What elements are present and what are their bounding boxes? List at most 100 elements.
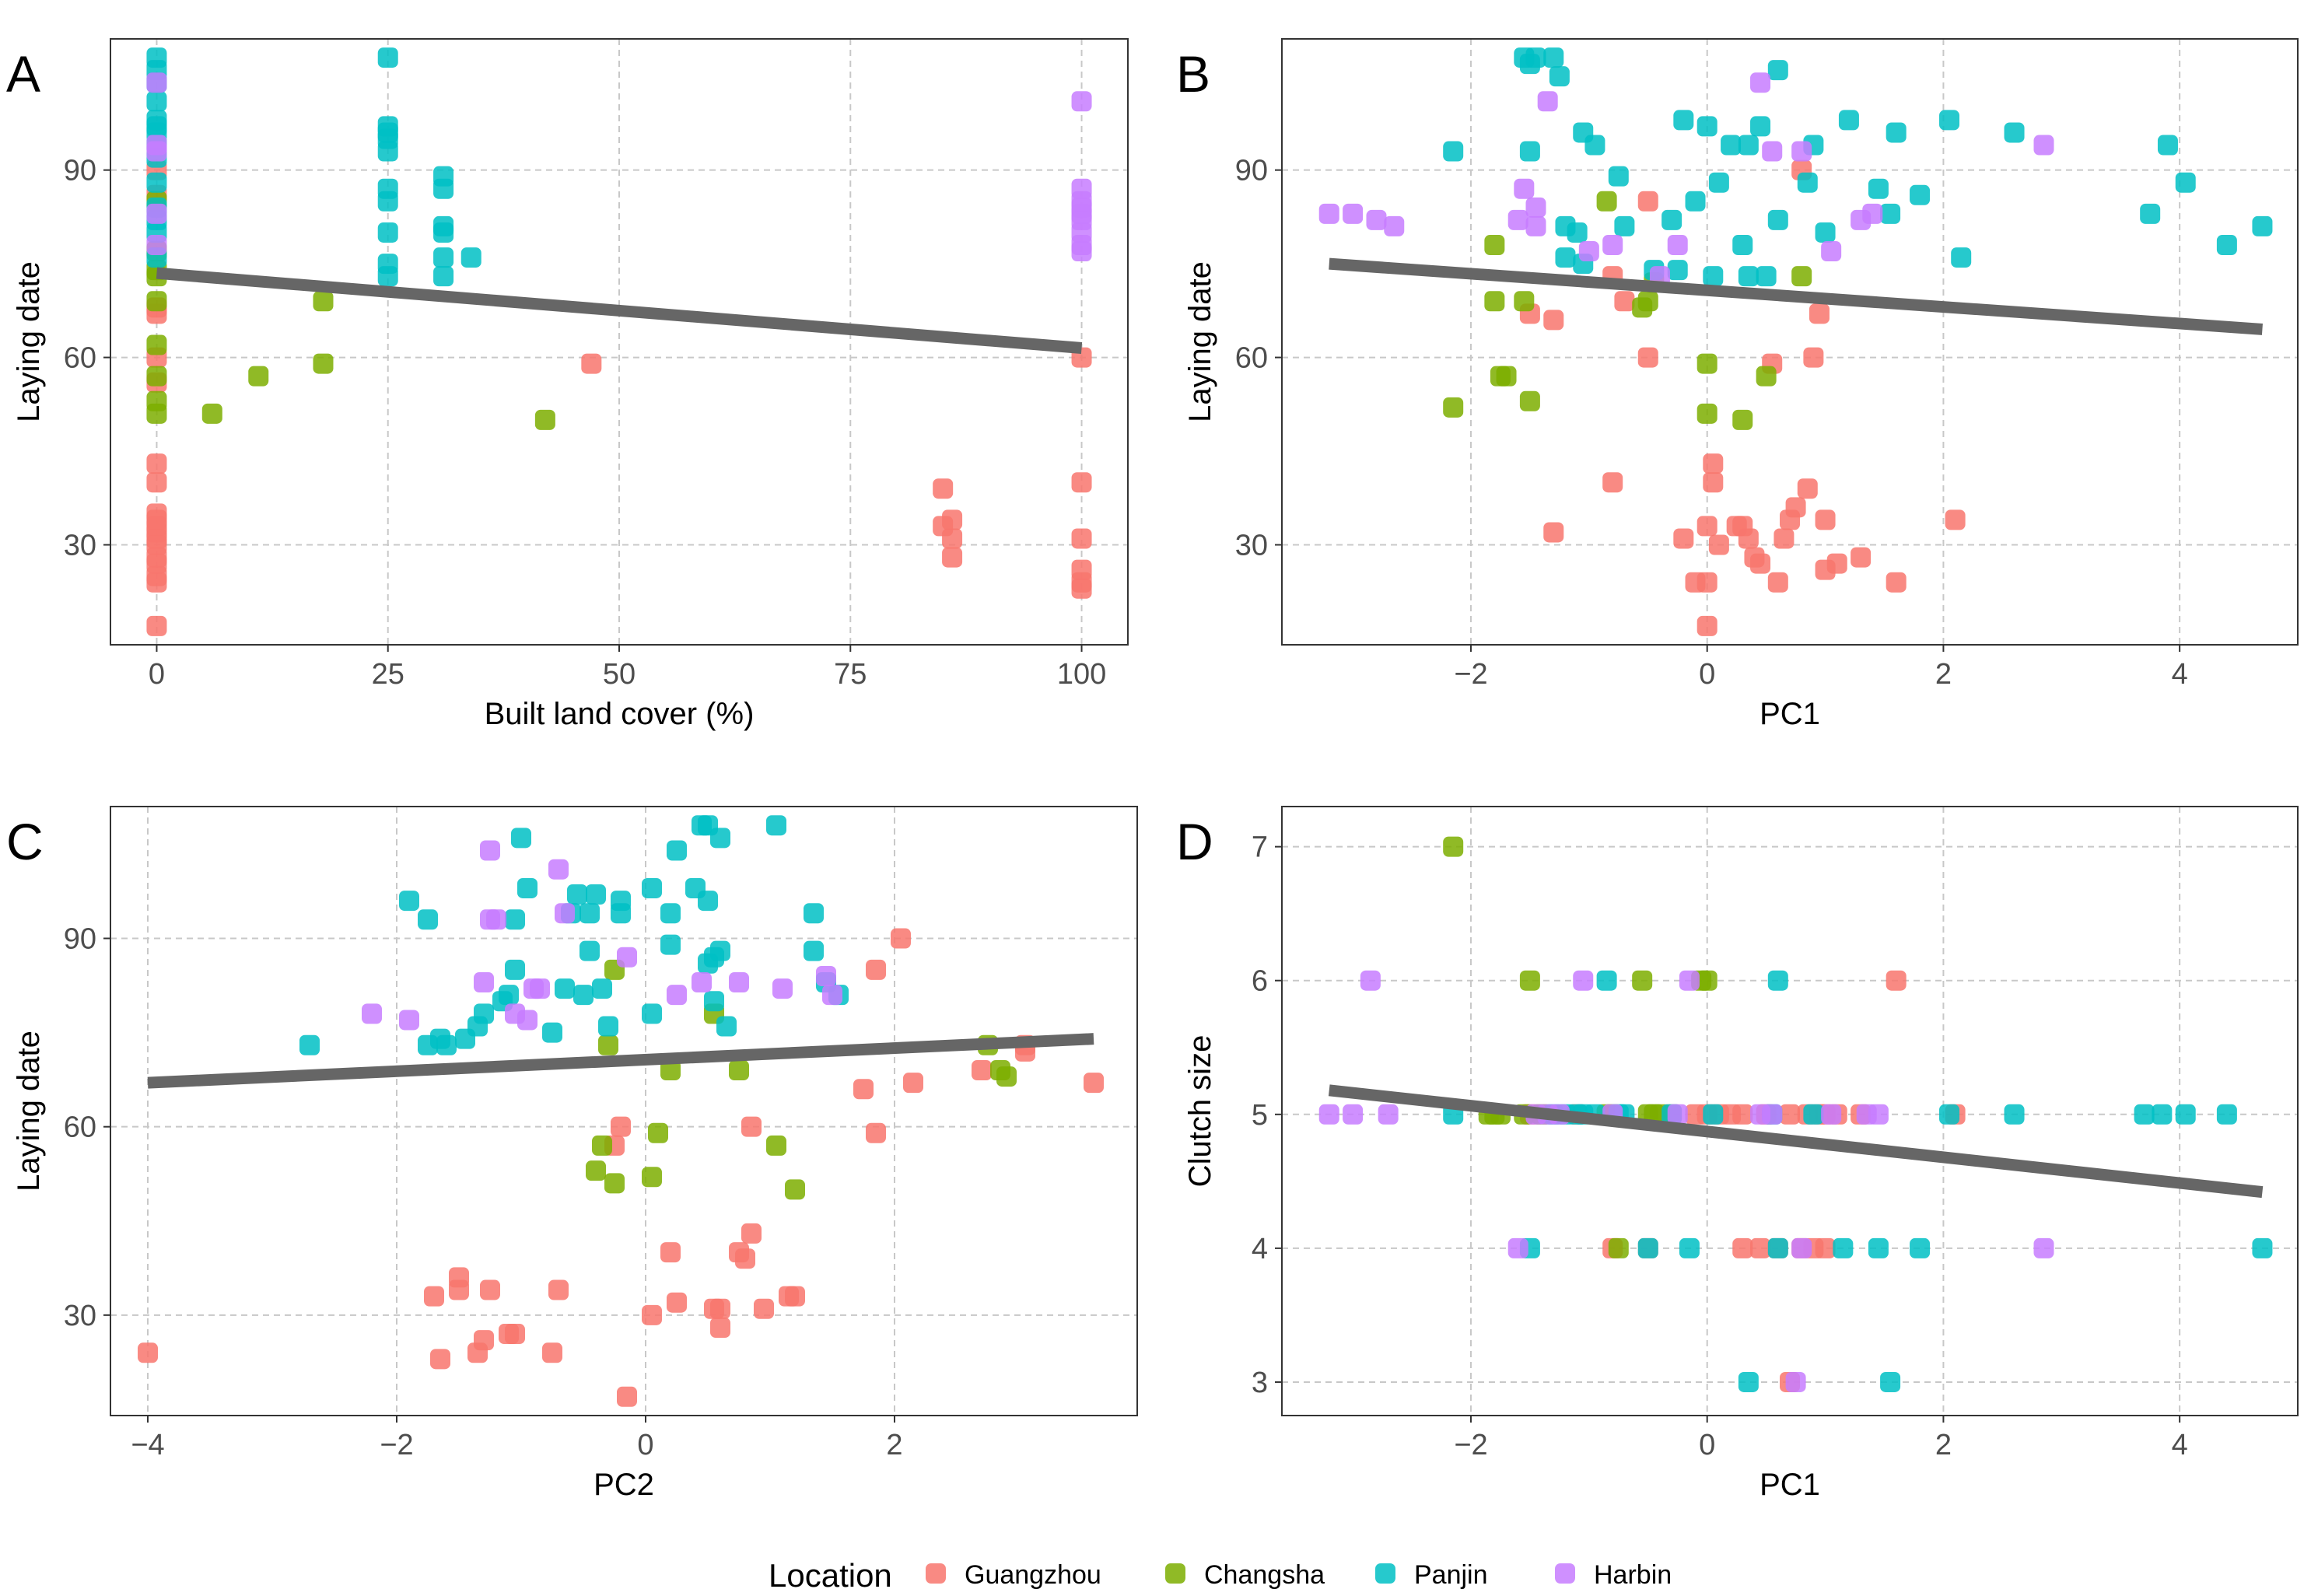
data-point-panjin xyxy=(1738,1371,1759,1392)
data-point-harbin xyxy=(1821,1104,1842,1125)
data-point-guangzhou xyxy=(1851,547,1872,568)
data-point-guangzhou xyxy=(1785,497,1806,518)
data-point-changsha xyxy=(248,366,269,387)
data-point-changsha xyxy=(1596,191,1617,212)
data-point-guangzhou xyxy=(1614,291,1635,312)
data-point-panjin xyxy=(474,1003,494,1024)
x-tick-label: 2 xyxy=(886,1429,902,1461)
panel-a: A 0 25 50 75 100 30 60 90 Built land cover (%) Lay… xyxy=(6,38,1129,731)
data-point-harbin xyxy=(1573,970,1594,991)
data-point-guangzhou xyxy=(710,1317,730,1338)
data-point-changsha xyxy=(146,334,167,355)
data-point-guangzhou xyxy=(735,1248,755,1269)
data-point-panjin xyxy=(377,116,398,137)
data-point-harbin xyxy=(530,978,550,999)
data-point-panjin xyxy=(1767,209,1788,230)
data-point-panjin xyxy=(580,903,600,924)
data-point-harbin xyxy=(729,972,749,993)
data-point-changsha xyxy=(1696,353,1717,374)
data-point-panjin xyxy=(2252,1237,2273,1258)
data-point-panjin xyxy=(1614,215,1635,236)
x-tick-label: −2 xyxy=(1454,1429,1487,1461)
y-tick-label: 60 xyxy=(1235,342,1268,375)
data-point-guangzhou xyxy=(642,1304,662,1325)
data-point-harbin xyxy=(1525,215,1546,236)
data-point-panjin xyxy=(710,828,730,849)
panel-letter: B xyxy=(1176,45,1210,103)
data-point-changsha xyxy=(598,1034,618,1055)
x-tick-label: 25 xyxy=(372,658,404,691)
y-tick-label: 30 xyxy=(64,530,96,562)
data-point-harbin xyxy=(1667,235,1688,256)
data-point-guangzhou xyxy=(542,1342,562,1363)
data-point-harbin xyxy=(1667,1104,1688,1125)
data-point-guangzhou xyxy=(581,353,602,374)
data-point-panjin xyxy=(1803,1104,1824,1125)
legend-key-guangzhou xyxy=(926,1563,946,1584)
data-point-panjin xyxy=(433,266,454,287)
x-axis-title: PC1 xyxy=(1760,697,1820,731)
data-point-guangzhou xyxy=(548,1279,569,1300)
y-tick-label: 6 xyxy=(1252,965,1268,998)
data-point-panjin xyxy=(1880,1371,1901,1392)
data-point-guangzhou xyxy=(660,1242,681,1263)
panel-b: B −2 0 2 4 30 60 90 PC1 Laying date xyxy=(1176,38,2299,731)
data-point-panjin xyxy=(1667,260,1688,281)
data-point-changsha xyxy=(146,291,167,312)
data-point-panjin xyxy=(1637,1237,1658,1258)
x-tick-label: 0 xyxy=(637,1429,653,1461)
data-point-panjin xyxy=(460,247,481,268)
data-point-harbin xyxy=(1791,141,1812,162)
data-point-panjin xyxy=(1567,222,1588,243)
data-point-changsha xyxy=(1484,291,1505,312)
data-point-changsha xyxy=(729,1060,749,1081)
x-tick-label: 4 xyxy=(2172,1429,2188,1461)
data-point-guangzhou xyxy=(942,509,963,530)
data-point-harbin xyxy=(362,1003,382,1024)
data-point-harbin xyxy=(2033,1237,2054,1258)
data-point-panjin xyxy=(1868,178,1889,199)
data-point-guangzhou xyxy=(474,1330,494,1351)
plot-frame xyxy=(1281,38,2299,646)
data-point-guangzhou xyxy=(853,1079,874,1100)
data-point-panjin xyxy=(804,940,824,961)
data-point-harbin xyxy=(816,965,836,986)
data-point-harbin xyxy=(1366,209,1387,230)
data-point-panjin xyxy=(1679,1237,1700,1258)
data-point-panjin xyxy=(642,877,662,898)
data-point-changsha xyxy=(1443,836,1464,857)
data-point-panjin xyxy=(598,1016,618,1037)
x-axis-title: PC1 xyxy=(1760,1468,1820,1502)
legend-key-harbin xyxy=(1555,1563,1575,1584)
data-point-guangzhou xyxy=(866,959,886,980)
data-point-changsha xyxy=(313,353,334,374)
data-point-panjin xyxy=(1833,1237,1854,1258)
data-point-panjin xyxy=(399,891,419,912)
data-point-changsha xyxy=(1637,291,1658,312)
data-point-panjin xyxy=(505,959,525,980)
data-point-harbin xyxy=(772,978,793,999)
data-point-guangzhou xyxy=(1696,572,1717,593)
data-point-guangzhou xyxy=(430,1349,450,1370)
data-point-guangzhou xyxy=(146,472,167,493)
data-point-panjin xyxy=(667,840,687,861)
data-point-harbin xyxy=(1318,1104,1339,1125)
x-tick-label: 2 xyxy=(1935,1429,1952,1461)
data-point-harbin xyxy=(1318,203,1339,224)
legend-item-changsha: Changsha xyxy=(1165,1560,1325,1590)
data-point-guangzhou xyxy=(480,1279,500,1300)
data-point-guangzhou xyxy=(1780,1104,1800,1125)
data-point-panjin xyxy=(436,1034,457,1055)
data-point-changsha xyxy=(1732,409,1753,430)
data-point-panjin xyxy=(592,978,612,999)
data-point-guangzhou xyxy=(1673,528,1694,549)
data-point-guangzhou xyxy=(741,1116,762,1137)
data-point-guangzhou xyxy=(1703,472,1724,493)
data-point-guangzhou xyxy=(1703,453,1724,474)
data-point-guangzhou xyxy=(942,547,963,568)
data-point-changsha xyxy=(996,1066,1017,1087)
data-point-changsha xyxy=(1496,366,1517,387)
data-point-panjin xyxy=(2252,215,2273,236)
y-tick-label: 90 xyxy=(1235,155,1268,187)
data-point-panjin xyxy=(1703,266,1724,287)
